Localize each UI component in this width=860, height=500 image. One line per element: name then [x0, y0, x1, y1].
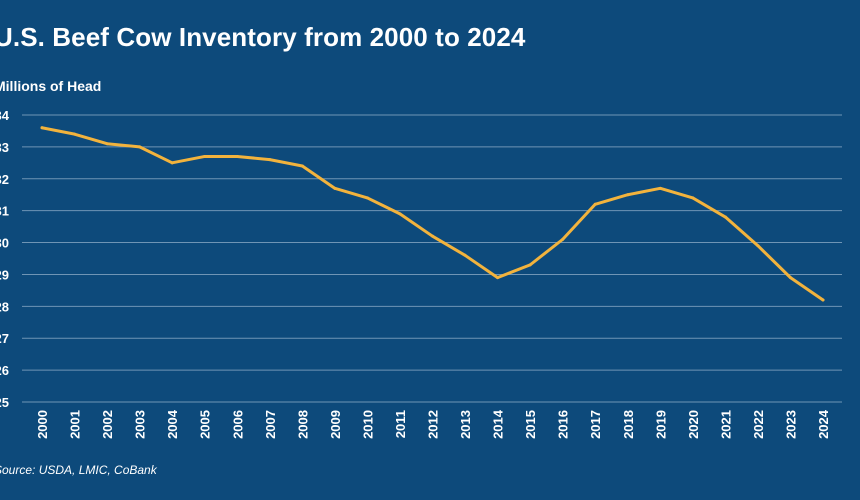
- x-tick-label-2008: 2008: [295, 410, 310, 439]
- data-point-2010: [365, 196, 369, 200]
- x-tick-label-2024: 2024: [816, 409, 831, 439]
- data-point-2015: [528, 263, 532, 267]
- x-tick-label-2021: 2021: [718, 410, 733, 439]
- data-point-2017: [593, 202, 597, 206]
- x-tick-label-2001: 2001: [68, 410, 83, 439]
- y-tick-label-32: 32: [0, 172, 9, 187]
- data-point-2005: [203, 154, 207, 158]
- data-point-2001: [73, 132, 77, 136]
- y-tick-label-34: 34: [0, 108, 10, 123]
- x-tick-label-2010: 2010: [360, 410, 375, 439]
- x-tick-label-2009: 2009: [328, 410, 343, 439]
- data-point-2006: [235, 154, 239, 158]
- x-tick-label-2023: 2023: [783, 410, 798, 439]
- data-point-2011: [398, 212, 402, 216]
- data-point-2023: [788, 276, 792, 280]
- chart-title: U.S. Beef Cow Inventory from 2000 to 202…: [0, 22, 526, 52]
- x-axis-ticks: 2000 2001 2002 2003 2004 2005 2006 2007 2008 2009…: [35, 409, 831, 439]
- y-tick-label-27: 27: [0, 331, 9, 346]
- x-tick-label-2003: 2003: [133, 410, 148, 439]
- y-tick-label-25: 25: [0, 395, 9, 410]
- source-note: Source: USDA, LMIC, CoBank: [0, 463, 157, 477]
- y-tick-label-33: 33: [0, 140, 9, 155]
- data-point-2014: [496, 276, 500, 280]
- y-tick-label-29: 29: [0, 267, 9, 282]
- x-tick-label-2013: 2013: [458, 410, 473, 439]
- data-point-2000: [40, 126, 44, 130]
- x-tick-label-2000: 2000: [35, 410, 50, 439]
- gridlines: [22, 114, 842, 403]
- x-tick-label-2022: 2022: [751, 410, 766, 439]
- x-tick-label-2007: 2007: [263, 410, 278, 439]
- data-point-2007: [268, 158, 272, 162]
- x-tick-label-2020: 2020: [686, 410, 701, 439]
- y-axis-ticks: 34 33 32 31 30 29 28 27 26 25: [0, 108, 10, 410]
- data-point-2019: [658, 186, 662, 190]
- x-tick-label-2011: 2011: [393, 410, 408, 438]
- data-point-2004: [170, 161, 174, 165]
- data-point-2018: [626, 193, 630, 197]
- data-point-2013: [463, 253, 467, 257]
- y-tick-label-26: 26: [0, 363, 9, 378]
- x-tick-label-2002: 2002: [100, 410, 115, 439]
- data-point-2009: [333, 186, 337, 190]
- data-point-2008: [300, 164, 304, 168]
- x-tick-label-2019: 2019: [653, 410, 668, 439]
- x-tick-label-2006: 2006: [230, 410, 245, 439]
- y-tick-label-30: 30: [0, 236, 9, 251]
- x-tick-label-2018: 2018: [621, 410, 636, 439]
- data-point-2024: [821, 298, 825, 302]
- data-point-2003: [138, 145, 142, 149]
- data-point-2016: [561, 237, 565, 241]
- y-axis-label: Millions of Head: [0, 78, 102, 94]
- y-tick-label-31: 31: [0, 204, 9, 219]
- x-tick-label-2005: 2005: [198, 410, 213, 439]
- x-tick-label-2017: 2017: [588, 410, 603, 439]
- data-point-2020: [691, 196, 695, 200]
- series-layer: [40, 126, 825, 302]
- data-point-2012: [431, 234, 434, 238]
- x-tick-label-2015: 2015: [523, 410, 538, 439]
- x-tick-label-2016: 2016: [556, 410, 571, 439]
- x-tick-label-2012: 2012: [426, 410, 441, 439]
- data-point-2022: [756, 244, 760, 248]
- x-tick-label-2004: 2004: [165, 409, 180, 439]
- y-tick-label-28: 28: [0, 299, 9, 314]
- data-point-2021: [723, 215, 727, 219]
- data-point-2002: [105, 142, 109, 146]
- x-tick-label-2014: 2014: [491, 409, 506, 439]
